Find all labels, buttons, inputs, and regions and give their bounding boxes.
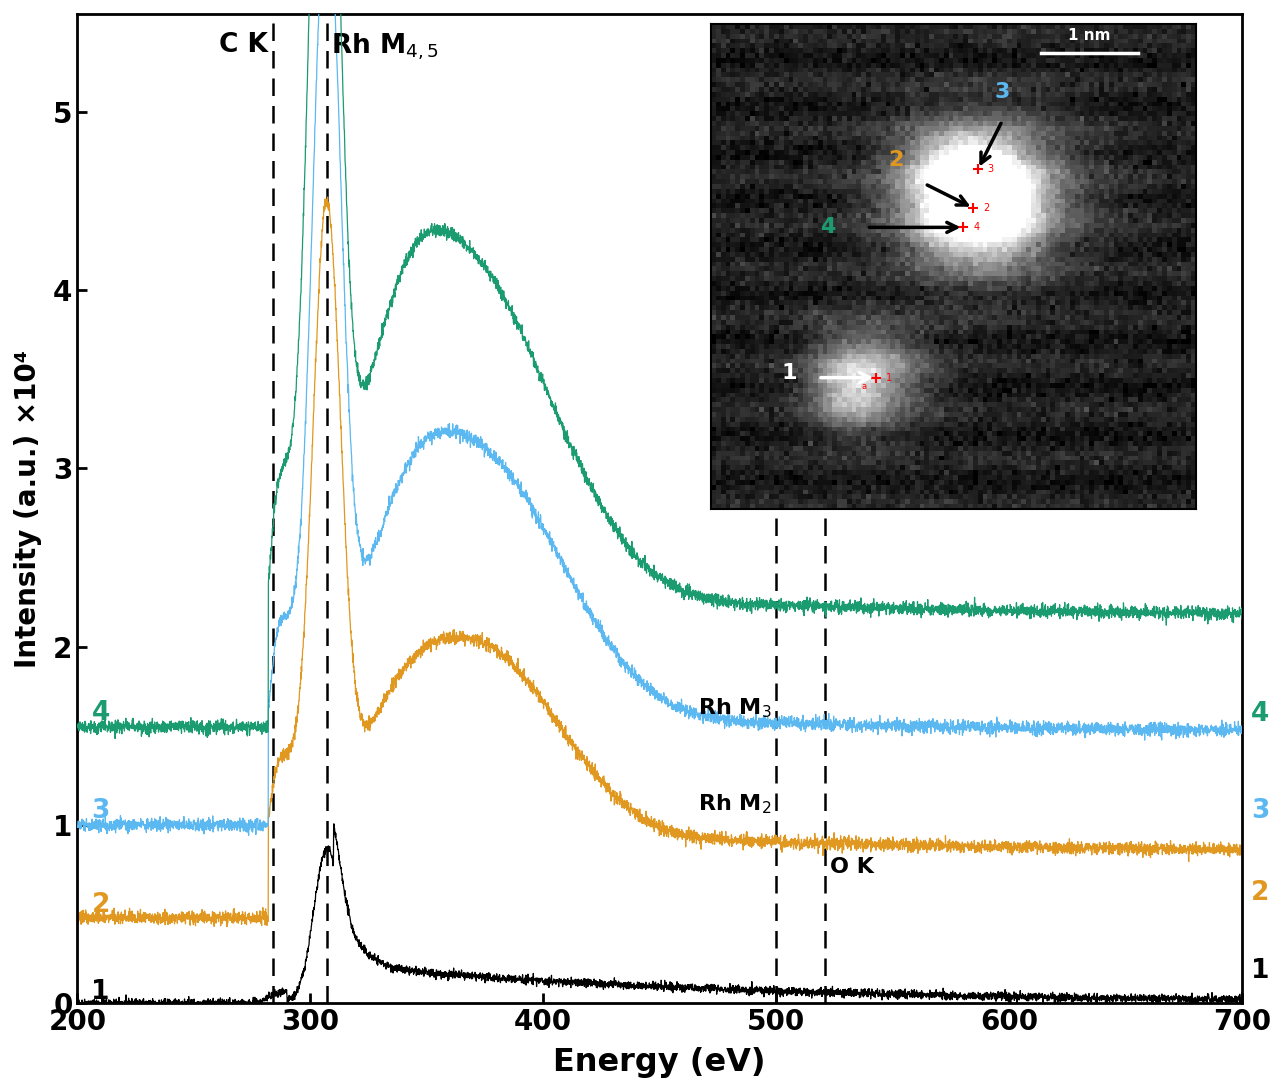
Text: O K: O K	[830, 857, 874, 877]
Text: 2: 2	[91, 892, 109, 918]
Text: C K: C K	[220, 32, 269, 58]
Text: Rh M$_2$: Rh M$_2$	[698, 793, 771, 817]
Text: 1: 1	[1252, 958, 1270, 984]
Text: 3: 3	[1252, 797, 1270, 823]
Text: 4: 4	[1252, 701, 1270, 727]
Text: 2: 2	[1252, 880, 1270, 905]
Text: Rh M$_{4,5}$: Rh M$_{4,5}$	[332, 32, 439, 62]
Text: Rh M$_3$: Rh M$_3$	[698, 697, 771, 720]
Text: 3: 3	[91, 797, 109, 823]
Text: 4: 4	[91, 700, 109, 725]
Y-axis label: Intensity (a.u.) ×10⁴: Intensity (a.u.) ×10⁴	[14, 349, 42, 667]
X-axis label: Energy (eV): Energy (eV)	[554, 1047, 766, 1078]
Text: 1: 1	[91, 980, 111, 1006]
